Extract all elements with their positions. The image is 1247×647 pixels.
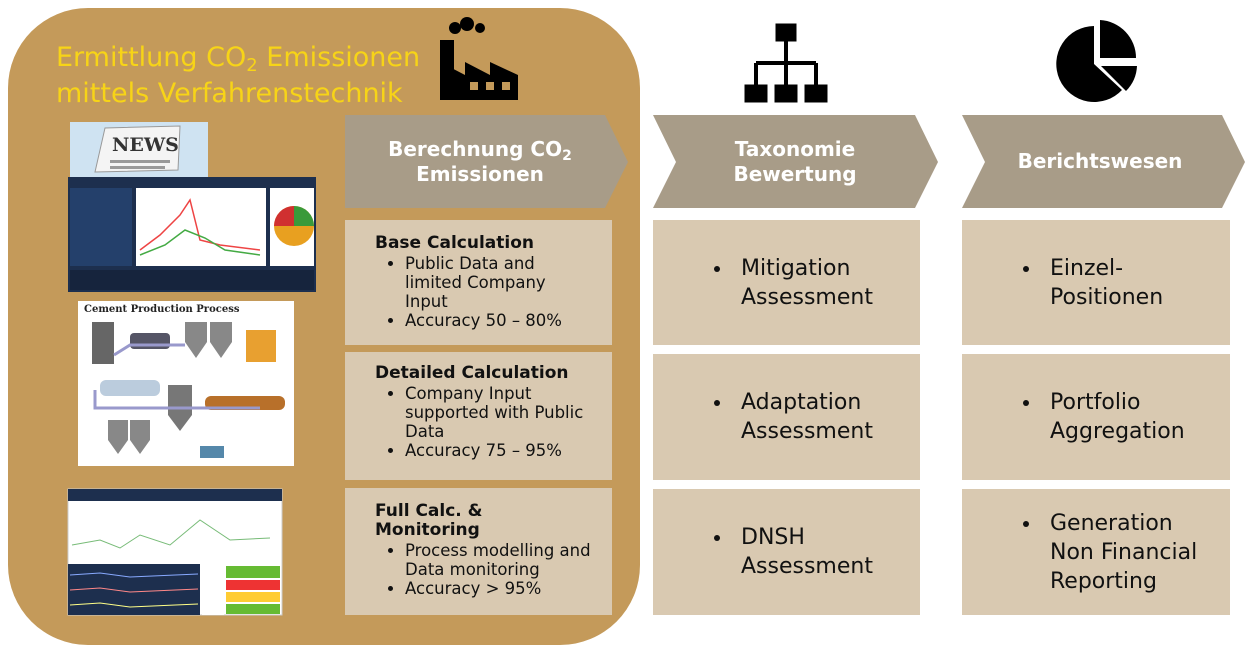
header-text: Berichtswesen: [1018, 149, 1183, 174]
bullet: Mitigation Assessment: [733, 254, 883, 312]
bullet: Accuracy > 95%: [405, 579, 592, 598]
taxonomy-box: Adaptation Assessment: [653, 354, 920, 480]
title-line: mittels Verfahrenstechnik: [56, 76, 420, 112]
bullet: Portfolio Aggregation: [1042, 388, 1202, 446]
calc-box: Detailed Calculation Company Input suppo…: [345, 352, 612, 480]
calc-box: Full Calc. & Monitoring Process modellin…: [345, 488, 612, 615]
bullet: Accuracy 75 – 95%: [405, 441, 592, 460]
news-label: NEWS: [112, 134, 179, 156]
header-text: Emissionen: [416, 162, 544, 186]
subscript: 2: [246, 55, 257, 76]
box-title: Detailed Calculation: [375, 364, 592, 383]
hierarchy-icon: [745, 24, 827, 102]
cement-image: [78, 301, 294, 466]
title-line: Ermittlung CO2 Emissionen: [56, 40, 420, 76]
box-title: Base Calculation: [375, 234, 592, 253]
bullet: Accuracy 50 – 80%: [405, 311, 592, 330]
bullet: Public Data and limited Company Input: [405, 254, 592, 311]
page: Ermittlung CO2 Emissionen mittels Verfah…: [0, 0, 1247, 647]
bullet: Generation Non Financial Reporting: [1042, 509, 1220, 596]
report-box: Portfolio Aggregation: [962, 354, 1230, 480]
bullet-list: Company Input supported with Public Data…: [375, 384, 592, 460]
bullet-list: Process modelling and Data monitoringAcc…: [375, 541, 592, 598]
bullet: Process modelling and Data monitoring: [405, 541, 592, 579]
taxonomy-box: DNSH Assessment: [653, 489, 920, 615]
bullet: DNSH Assessment: [733, 523, 883, 581]
bullet: Adaptation Assessment: [733, 388, 883, 446]
report-box: Einzel-Positionen: [962, 220, 1230, 345]
pie-icon: [1056, 20, 1137, 102]
box-title: Full Calc. & Monitoring: [375, 502, 592, 540]
bullet-list: Public Data and limited Company InputAcc…: [375, 254, 592, 330]
title-text: Emissionen: [266, 42, 420, 73]
column-header: Taxonomie Bewertung: [690, 115, 900, 208]
dashboard-image: [68, 177, 316, 292]
subscript: 2: [562, 148, 572, 164]
monitoring-image: [68, 489, 282, 615]
taxonomy-box: Mitigation Assessment: [653, 220, 920, 345]
title-text: Ermittlung CO: [56, 42, 246, 73]
cement-label: Cement Production Process: [84, 304, 239, 315]
bullet: Einzel-Positionen: [1042, 254, 1172, 312]
calc-box: Base Calculation Public Data and limited…: [345, 220, 612, 345]
header-text: Berechnung CO: [388, 137, 562, 161]
header-text: Taxonomie Bewertung: [720, 137, 870, 187]
report-box: Generation Non Financial Reporting: [962, 489, 1230, 615]
bullet: Company Input supported with Public Data: [405, 384, 592, 441]
column-header: Berechnung CO2 Emissionen: [355, 115, 605, 208]
column-header: Berichtswesen: [995, 115, 1205, 208]
title: Ermittlung CO2 Emissionen mittels Verfah…: [56, 40, 420, 112]
